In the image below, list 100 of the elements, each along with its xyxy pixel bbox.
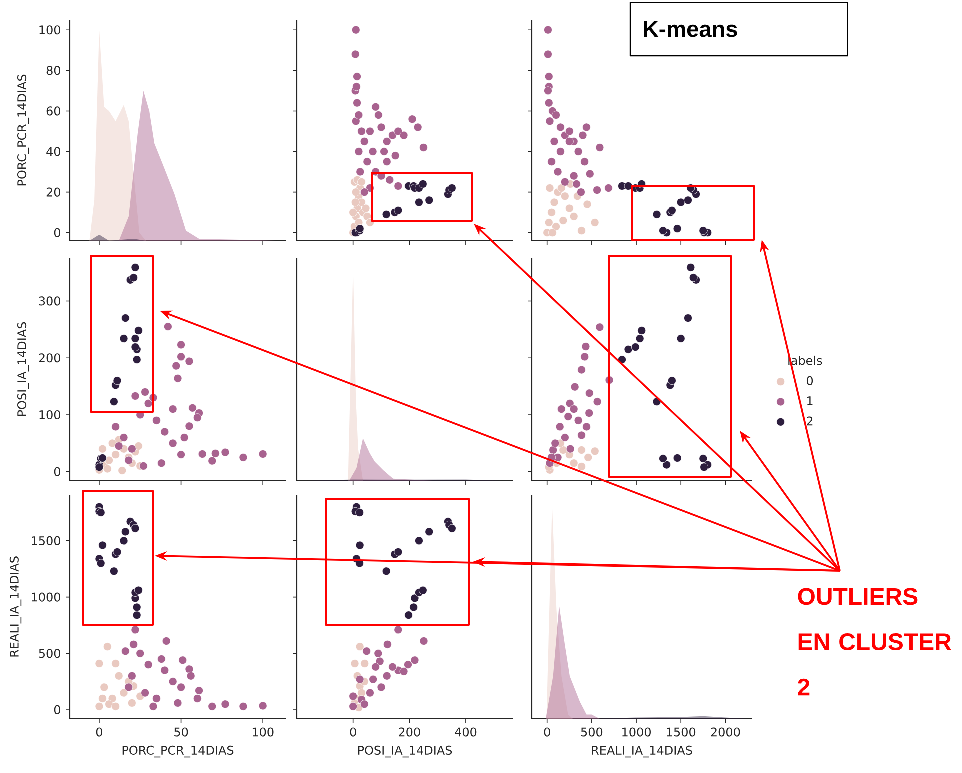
- point: [185, 665, 194, 674]
- point: [160, 666, 170, 675]
- point: [652, 210, 662, 219]
- point: [582, 123, 591, 132]
- point: [160, 428, 170, 436]
- point: [352, 117, 360, 126]
- point: [560, 178, 570, 186]
- point: [552, 111, 560, 120]
- point: [565, 137, 574, 146]
- point: [374, 111, 383, 120]
- point: [574, 416, 583, 425]
- point: [351, 50, 360, 59]
- point: [349, 692, 358, 701]
- point: [544, 218, 554, 227]
- point: [368, 148, 378, 156]
- point: [132, 603, 142, 612]
- point: [583, 200, 592, 209]
- point: [141, 388, 150, 396]
- point: [110, 567, 118, 576]
- point: [188, 404, 197, 412]
- point: [578, 366, 586, 374]
- point: [157, 459, 166, 468]
- point: [112, 702, 120, 711]
- legend-label: 1: [808, 396, 813, 406]
- point: [177, 352, 186, 362]
- point: [684, 196, 692, 205]
- y-axis-title: PORC_PCR_14DIAS: [18, 74, 30, 186]
- point: [624, 182, 633, 190]
- point: [193, 694, 202, 703]
- point: [570, 212, 578, 221]
- point: [570, 382, 580, 392]
- point: [557, 184, 566, 192]
- text: OUTLIERS EN CLUSTER 2: [798, 588, 952, 696]
- point: [131, 263, 140, 272]
- point: [578, 446, 586, 454]
- x-axis-title: REALI_IA_14DIAS: [592, 746, 692, 758]
- point: [120, 536, 128, 546]
- point: [383, 640, 392, 649]
- point: [352, 26, 360, 34]
- point: [382, 158, 392, 166]
- point: [596, 144, 604, 152]
- point: [360, 700, 369, 709]
- point: [415, 198, 424, 207]
- y-axis-title: REALI_IA_14DIAS: [10, 556, 22, 657]
- point: [131, 392, 140, 400]
- point: [174, 699, 182, 708]
- legend-label: 0: [806, 376, 814, 386]
- point: [353, 72, 362, 81]
- point: [566, 444, 575, 454]
- point: [585, 389, 594, 398]
- point: [556, 123, 565, 132]
- y-tick-label: 80: [46, 66, 60, 76]
- y-tick-label: 1500: [32, 536, 60, 546]
- point: [425, 528, 434, 536]
- point: [121, 314, 130, 322]
- x-tick-label: 2000: [711, 728, 740, 737]
- point: [544, 98, 554, 108]
- point: [177, 450, 186, 460]
- point: [208, 456, 217, 466]
- point: [120, 334, 128, 343]
- point: [211, 449, 220, 458]
- y-tick-label: 20: [46, 188, 60, 197]
- point: [404, 660, 412, 670]
- point: [556, 422, 564, 432]
- x-tick-label: 1500: [667, 728, 696, 737]
- point: [420, 144, 428, 152]
- point: [544, 26, 552, 34]
- point: [354, 148, 364, 156]
- point: [673, 224, 682, 234]
- point: [95, 463, 104, 472]
- point: [394, 182, 403, 190]
- point: [544, 86, 552, 96]
- point: [110, 398, 118, 406]
- y-tick-label: 0: [54, 228, 60, 238]
- x-tick-label: 0: [96, 728, 102, 737]
- y-tick-label: 40: [46, 147, 60, 156]
- point: [570, 405, 578, 414]
- point: [132, 356, 142, 364]
- point: [557, 405, 566, 414]
- point: [168, 439, 178, 448]
- point: [152, 416, 161, 425]
- point: [394, 127, 403, 136]
- point: [177, 340, 186, 350]
- y-tick-label: 0: [54, 705, 60, 715]
- point: [358, 688, 366, 698]
- point: [180, 434, 189, 442]
- point: [554, 168, 562, 176]
- point: [198, 450, 207, 458]
- point: [580, 352, 590, 362]
- point: [548, 228, 557, 238]
- point: [686, 263, 696, 272]
- point: [141, 688, 150, 698]
- point: [356, 642, 364, 652]
- point: [586, 170, 594, 178]
- point: [400, 667, 408, 676]
- point: [590, 447, 600, 456]
- point: [124, 683, 134, 692]
- point: [596, 323, 604, 332]
- point: [551, 439, 560, 448]
- x-tick-label: 100: [252, 728, 274, 737]
